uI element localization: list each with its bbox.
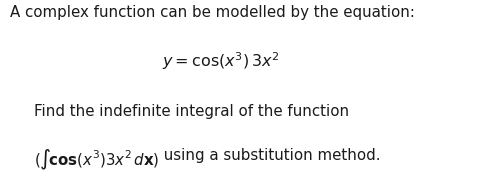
Text: $(\int \!\mathbf{cos}(x^3)3x^2\,\mathbf{\mathit{d}x})$: $(\int \!\mathbf{cos}(x^3)3x^2\,\mathbf{… [34, 148, 159, 172]
Text: Find the indefinite integral of the function: Find the indefinite integral of the func… [34, 104, 348, 119]
Text: $y = \cos(x^3)\,3x^2$: $y = \cos(x^3)\,3x^2$ [162, 50, 279, 72]
Text: A complex function can be modelled by the equation:: A complex function can be modelled by th… [10, 5, 414, 20]
Text: using a substitution method.: using a substitution method. [159, 148, 380, 163]
